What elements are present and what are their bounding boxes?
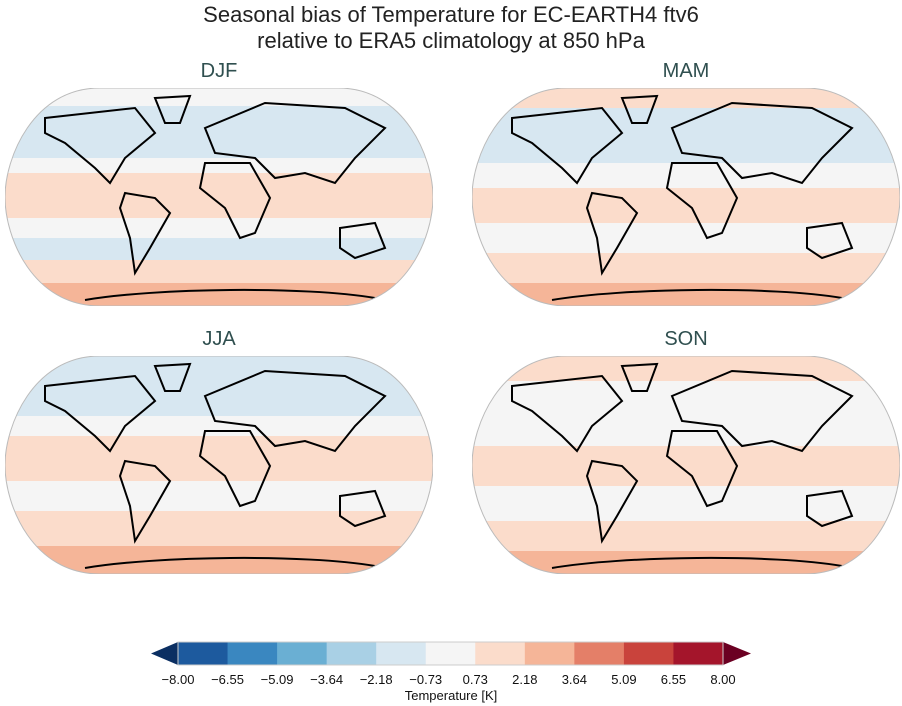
colorbar-over-arrow bbox=[723, 642, 751, 665]
colorbar-tick-label: 2.18 bbox=[512, 672, 538, 687]
colorbar-bin bbox=[376, 642, 427, 665]
colorbar-tick-label: −0.73 bbox=[409, 672, 443, 687]
bias-band bbox=[472, 253, 900, 283]
panel-title-jja: JJA bbox=[202, 328, 236, 350]
bias-band bbox=[5, 173, 433, 218]
colorbar-tick-label: −5.09 bbox=[260, 672, 294, 687]
bias-band bbox=[472, 486, 900, 521]
figure-title-line1: Seasonal bias of Temperature for EC-EART… bbox=[203, 2, 699, 27]
bias-band bbox=[472, 426, 900, 446]
bias-band bbox=[472, 88, 900, 108]
colorbar-tick-label: −2.18 bbox=[359, 672, 393, 687]
bias-band bbox=[5, 511, 433, 546]
colorbar-tick-label: −6.55 bbox=[211, 672, 244, 687]
bias-band bbox=[472, 223, 900, 253]
colorbar-tick-label: −3.64 bbox=[310, 672, 344, 687]
colorbar-bin bbox=[475, 642, 526, 665]
bias-band bbox=[5, 481, 433, 511]
map-jja bbox=[5, 356, 433, 574]
colorbar-bin bbox=[227, 642, 278, 665]
bias-band bbox=[5, 283, 433, 306]
map-outline bbox=[5, 356, 433, 574]
bias-band bbox=[5, 260, 433, 283]
colorbar-under-arrow bbox=[151, 642, 178, 665]
map-outline bbox=[5, 88, 433, 306]
bias-band bbox=[5, 106, 433, 158]
map-djf bbox=[5, 88, 433, 306]
bias-band bbox=[5, 88, 433, 106]
bias-band bbox=[5, 218, 433, 238]
panel-title-djf: DJF bbox=[200, 60, 238, 82]
map-son bbox=[472, 356, 900, 574]
bias-band bbox=[5, 416, 433, 436]
colorbar-tick-label: 0.73 bbox=[462, 672, 488, 687]
colorbar-bin bbox=[524, 642, 575, 665]
bias-band bbox=[5, 436, 433, 481]
colorbar-tick-label: −8.00 bbox=[161, 672, 195, 687]
colorbar-bin bbox=[178, 642, 229, 665]
bias-band bbox=[5, 546, 433, 574]
colorbar-bin bbox=[277, 642, 328, 665]
bias-band bbox=[5, 376, 433, 416]
bias-band bbox=[472, 188, 900, 223]
panel-title-mam: MAM bbox=[662, 60, 710, 82]
colorbar-tick-label: 3.64 bbox=[561, 672, 588, 687]
bias-band bbox=[472, 551, 900, 574]
bias-band bbox=[472, 521, 900, 551]
colorbar-label: Temperature [K] bbox=[404, 688, 498, 703]
bias-band bbox=[5, 356, 433, 376]
colorbar-bin bbox=[574, 642, 625, 665]
panel-title-son: SON bbox=[664, 328, 708, 350]
colorbar-bin bbox=[326, 642, 377, 665]
colorbar bbox=[151, 641, 751, 666]
map-outline bbox=[472, 356, 900, 574]
colorbar-tick-label: 8.00 bbox=[710, 672, 736, 687]
colorbar-tick-label: 6.55 bbox=[660, 672, 687, 687]
colorbar-bin bbox=[673, 642, 724, 665]
bias-band bbox=[472, 356, 900, 381]
colorbar-bin bbox=[623, 642, 674, 665]
bias-band bbox=[472, 163, 900, 188]
bias-band bbox=[5, 158, 433, 173]
figure-title-line2: relative to ERA5 climatology at 850 hPa bbox=[257, 28, 645, 53]
map-mam bbox=[472, 88, 900, 306]
bias-band bbox=[472, 446, 900, 486]
colorbar-bin bbox=[425, 642, 476, 665]
colorbar-tick-label: 5.09 bbox=[611, 672, 637, 687]
map-outline bbox=[472, 88, 900, 306]
bias-band bbox=[5, 238, 433, 260]
bias-band bbox=[472, 283, 900, 306]
